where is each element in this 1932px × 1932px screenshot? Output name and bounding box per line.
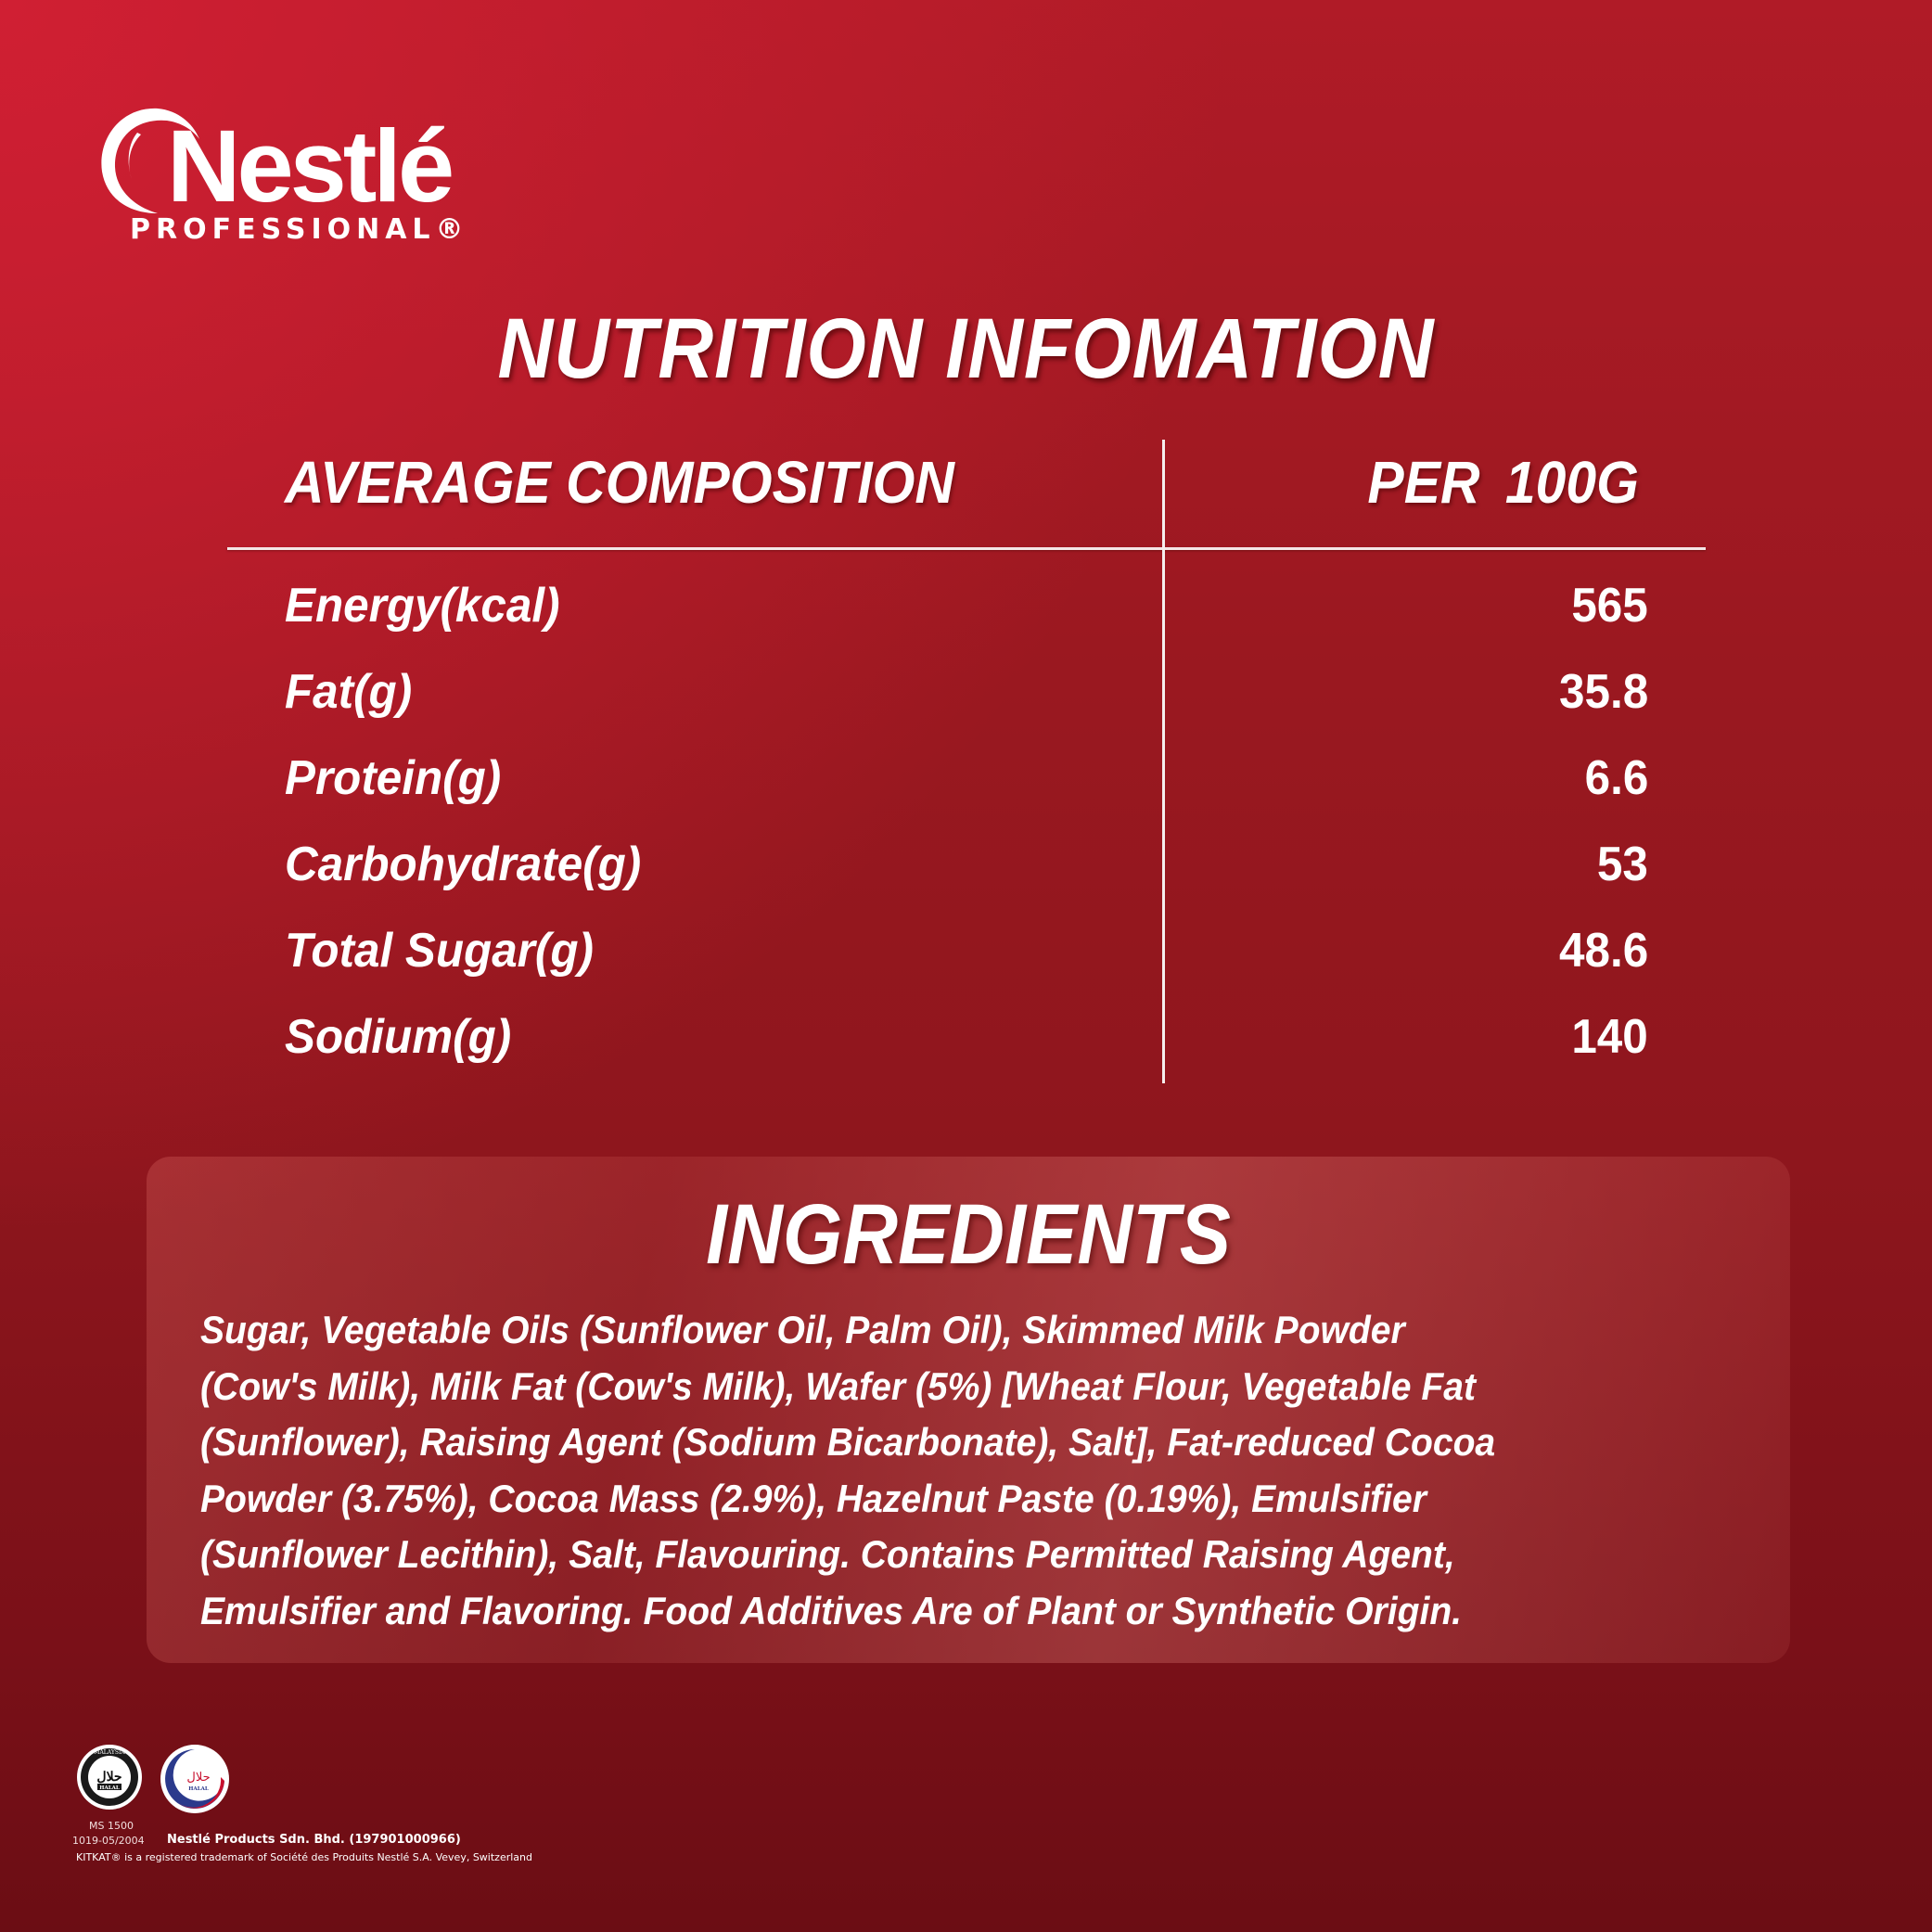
ingredients-line: Emulsifier and Flavoring. Food Additives… (200, 1588, 1463, 1632)
row-label: Total Sugar(g) (285, 924, 594, 978)
table-row-protein: Protein(g) 6.6 (285, 753, 1648, 839)
halal-crescent-icon: حلال HALAL (160, 1744, 230, 1814)
row-value: 140 (1571, 1010, 1648, 1064)
svg-text:حلال: حلال (186, 1771, 210, 1785)
nutrition-table: AVERAGE COMPOSITION PER 100G Energy(kcal… (227, 440, 1706, 1083)
svg-text:MALAYSIA: MALAYSIA (94, 1749, 125, 1756)
ingredients-line: (Sunflower Lecithin), Salt, Flavouring. … (200, 1532, 1455, 1576)
ingredients-line: (Cow's Milk), Milk Fat (Cow's Milk), Waf… (200, 1363, 1476, 1408)
svg-text:HALAL: HALAL (188, 1786, 209, 1792)
column-divider (1162, 440, 1165, 1083)
row-label: Carbohydrate(g) (285, 838, 642, 891)
row-value: 53 (1597, 838, 1648, 891)
table-row-sodium: Sodium(g) 140 (285, 1012, 1648, 1098)
nutrition-title: NUTRITION INFOMATION (497, 301, 1435, 396)
trademark-notice: KITKAT® is a registered trademark of Soc… (76, 1851, 532, 1863)
header-average-composition: AVERAGE COMPOSITION (285, 449, 954, 516)
header-divider (227, 547, 1706, 550)
ingredients-text: Sugar, Vegetable Oils (Sunflower Oil, Pa… (200, 1302, 1777, 1639)
row-label: Sodium(g) (285, 1010, 512, 1064)
table-row-fat: Fat(g) 35.8 (285, 667, 1648, 753)
ingredients-panel: INGREDIENTS Sugar, Vegetable Oils (Sunfl… (147, 1157, 1790, 1663)
nestle-professional-logo: Nestlé PROFESSIONAL® (93, 97, 482, 255)
company-name: Nestlé Products Sdn. Bhd. (197901000966) (167, 1833, 461, 1847)
svg-text:HALAL: HALAL (99, 1785, 120, 1791)
row-value: 565 (1571, 579, 1648, 633)
cert-standard: MS 1500 (89, 1820, 134, 1832)
table-row-energy: Energy(kcal) 565 (285, 581, 1648, 667)
ingredients-line: (Sunflower), Raising Agent (Sodium Bicar… (200, 1420, 1496, 1464)
ingredients-line: Powder (3.75%), Cocoa Mass (2.9%), Hazel… (200, 1476, 1427, 1520)
row-value: 6.6 (1584, 751, 1648, 805)
row-value: 48.6 (1558, 924, 1648, 978)
brand-name: Nestlé (167, 109, 454, 224)
row-value: 35.8 (1558, 665, 1648, 719)
ingredients-line: Sugar, Vegetable Oils (Sunflower Oil, Pa… (200, 1308, 1405, 1351)
cert-number: 1019-05/2004 (72, 1835, 145, 1847)
nestle-nest-swoosh-icon (101, 108, 199, 213)
svg-text:حلال: حلال (96, 1770, 122, 1785)
row-label: Fat(g) (285, 665, 413, 719)
row-label: Energy(kcal) (285, 579, 560, 633)
ingredients-title: INGREDIENTS (706, 1187, 1231, 1282)
brand-subtitle: PROFESSIONAL® (130, 213, 469, 246)
header-per-100g: PER 100G (1367, 449, 1639, 516)
table-row-carbohydrate: Carbohydrate(g) 53 (285, 839, 1648, 926)
row-label: Protein(g) (285, 751, 502, 805)
table-row-total-sugar: Total Sugar(g) 48.6 (285, 926, 1648, 1012)
jakim-halal-icon: حلال HALAL MALAYSIA (76, 1744, 143, 1810)
